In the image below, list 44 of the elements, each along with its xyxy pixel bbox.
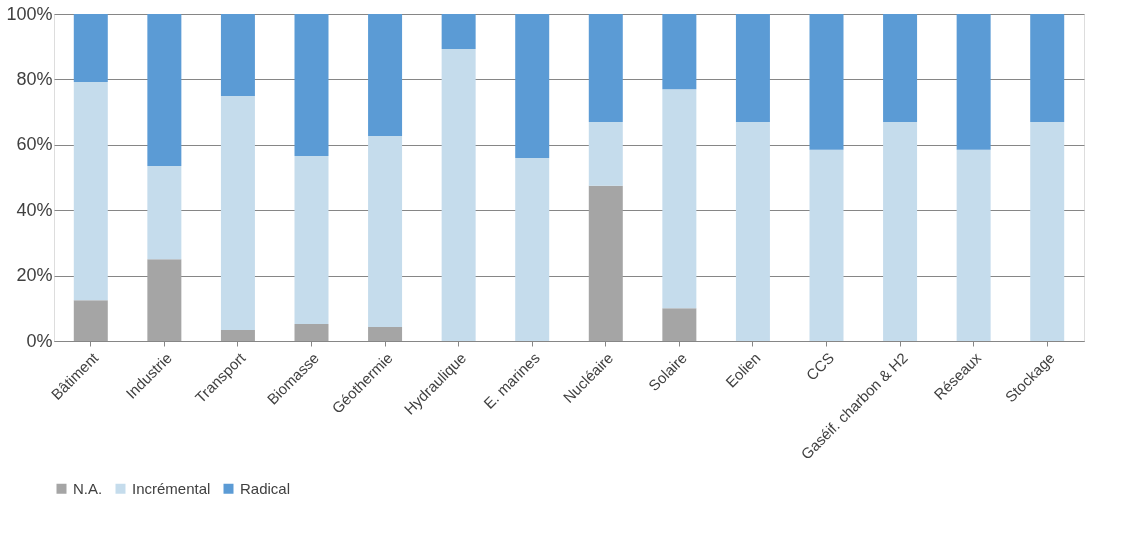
bar	[441, 14, 476, 49]
bar	[809, 149, 844, 341]
y-tick-label: 20%	[16, 265, 53, 286]
bar	[220, 14, 255, 97]
legend-label: N.A.	[73, 479, 103, 497]
bar	[294, 324, 329, 341]
bar	[147, 14, 182, 167]
bar	[368, 326, 403, 341]
y-tick-label: 60%	[16, 134, 53, 155]
bar	[220, 96, 255, 330]
bar	[588, 185, 623, 341]
bar	[147, 259, 182, 341]
bar	[588, 121, 623, 186]
bar	[735, 14, 770, 122]
bar	[294, 14, 329, 156]
bar	[662, 89, 697, 309]
y-tick-label: 80%	[16, 68, 53, 89]
bar	[147, 166, 182, 260]
bar	[809, 14, 844, 150]
bar	[73, 300, 108, 341]
bar	[956, 14, 991, 150]
bar	[441, 48, 476, 341]
bar	[662, 14, 697, 90]
bar	[220, 329, 255, 341]
bar	[368, 135, 403, 327]
legend-label: Radical	[240, 479, 291, 497]
bar	[662, 308, 697, 341]
bar	[1030, 121, 1065, 341]
y-tick-label: 40%	[16, 199, 53, 220]
bar	[735, 121, 770, 341]
y-tick-label: 100%	[6, 3, 53, 24]
bar	[515, 14, 550, 158]
y-tick-label: 0%	[26, 330, 53, 351]
bar	[73, 82, 108, 301]
bar	[368, 14, 403, 136]
bar	[588, 14, 623, 122]
legend-label: Incrémental	[132, 479, 211, 497]
bar	[883, 14, 918, 122]
bar	[1030, 14, 1065, 122]
bar	[956, 149, 991, 341]
bar	[883, 121, 918, 341]
bar	[73, 14, 108, 83]
bar	[515, 157, 550, 341]
bar	[294, 155, 329, 324]
